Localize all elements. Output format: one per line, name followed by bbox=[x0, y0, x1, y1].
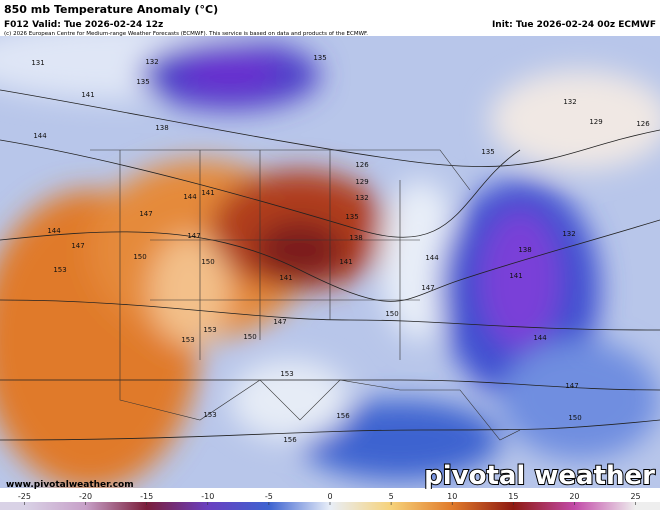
contour-label: 132 bbox=[563, 98, 576, 106]
contour-label: 153 bbox=[280, 370, 293, 378]
contour-label: 156 bbox=[336, 412, 350, 420]
contour-label: 135 bbox=[481, 148, 494, 156]
website: www.pivotalweather.com bbox=[6, 480, 134, 490]
contour-label: 138 bbox=[518, 246, 531, 254]
contour-label: 141 bbox=[201, 189, 214, 197]
contour-label: 135 bbox=[345, 213, 358, 221]
contour-label: 141 bbox=[279, 274, 292, 282]
contour-label: 156 bbox=[283, 436, 297, 444]
contour-label: 150 bbox=[385, 310, 398, 318]
contours bbox=[0, 89, 660, 441]
colorbar-tick-label: -10 bbox=[201, 492, 214, 501]
contour-label: 150 bbox=[243, 333, 256, 341]
map-field bbox=[0, 36, 660, 488]
contour-label: 144 bbox=[183, 193, 197, 201]
contour-label: 147 bbox=[565, 382, 578, 390]
contour-label: 150 bbox=[201, 258, 214, 266]
contour-label: 138 bbox=[155, 124, 168, 132]
contour-label: 147 bbox=[187, 232, 200, 240]
contour-label: 141 bbox=[81, 91, 94, 99]
contour-label: 153 bbox=[53, 266, 66, 274]
colorbar-tick-label: 25 bbox=[630, 492, 640, 501]
contour-label: 131 bbox=[31, 59, 44, 67]
contour-label: 153 bbox=[181, 336, 194, 344]
colorbar-tick-label: -20 bbox=[79, 492, 92, 501]
colorbar-tick-label: 0 bbox=[327, 492, 332, 501]
contour-label: 144 bbox=[47, 227, 61, 235]
contour-label: 138 bbox=[349, 234, 362, 242]
brand: pivotal weather bbox=[424, 461, 655, 491]
colorbar-tick-label: 20 bbox=[569, 492, 579, 501]
contour-label: 126 bbox=[355, 161, 369, 169]
contour-label: 129 bbox=[589, 118, 602, 126]
valid-time: F012 Valid: Tue 2026-02-24 12z bbox=[4, 20, 163, 30]
title: 850 mb Temperature Anomaly (°C) bbox=[4, 3, 218, 16]
contour-label: 150 bbox=[568, 414, 581, 422]
init-time: Init: Tue 2026-02-24 00z ECMWF bbox=[492, 20, 656, 30]
colorbar-tick-label: -15 bbox=[140, 492, 153, 501]
colorbar-tick-label: 5 bbox=[389, 492, 394, 501]
contour-label: 132 bbox=[355, 194, 368, 202]
colorbar-tick-label: 10 bbox=[447, 492, 457, 501]
borders bbox=[90, 149, 521, 441]
contour-label: 144 bbox=[33, 132, 47, 140]
contour-label: 147 bbox=[421, 284, 434, 292]
contour-label: 135 bbox=[136, 78, 149, 86]
contour-label: 126 bbox=[636, 120, 650, 128]
contour-label: 153 bbox=[203, 326, 216, 334]
contour-label: 132 bbox=[562, 230, 575, 238]
contour-label: 141 bbox=[509, 272, 522, 280]
colorbar-tick-label: -5 bbox=[265, 492, 273, 501]
copyright: (c) 2026 European Centre for Medium-rang… bbox=[4, 31, 368, 37]
contour-label: 153 bbox=[203, 411, 216, 419]
contour-label: 132 bbox=[145, 58, 158, 66]
contour-label: 147 bbox=[139, 210, 152, 218]
contour-label: 141 bbox=[339, 258, 352, 266]
contour-label: 144 bbox=[425, 254, 439, 262]
contour-label: 129 bbox=[355, 178, 368, 186]
colorbar-tick-label: 15 bbox=[508, 492, 518, 501]
contour-label: 147 bbox=[71, 242, 84, 250]
contour-label: 144 bbox=[533, 334, 547, 342]
contour-label: 150 bbox=[133, 253, 146, 261]
contour-label: 135 bbox=[313, 54, 326, 62]
colorbar-tick-label: -25 bbox=[18, 492, 31, 501]
contour-label: 147 bbox=[273, 318, 286, 326]
colorbar bbox=[0, 502, 660, 510]
